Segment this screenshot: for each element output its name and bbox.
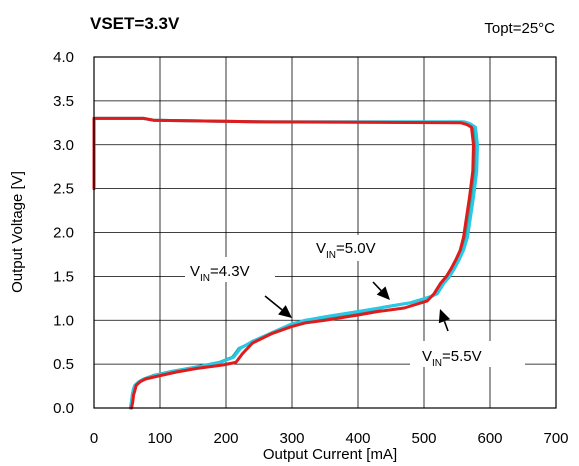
y-tick-label: 3.0: [53, 137, 74, 154]
y-tick-label: 1.0: [53, 312, 74, 329]
x-tick-label: 200: [213, 430, 238, 447]
x-tick-label: 600: [477, 430, 502, 447]
annotation-box: [308, 235, 408, 261]
series-group: [92, 116, 479, 410]
y-tick-label: 1.5: [53, 268, 74, 285]
annotation-arrow-head: [438, 309, 451, 324]
y-tick-label: 4.0: [53, 49, 74, 66]
annotation-label: VIN=5.0V: [316, 240, 376, 261]
annotation-label: VIN=5.5V: [422, 348, 482, 369]
x-tick-label: 500: [411, 430, 436, 447]
annotation-arrow-shaft: [264, 295, 283, 311]
y-tick-label: 0.0: [53, 400, 74, 417]
annotation-box: [410, 341, 525, 367]
annotation-box: [185, 257, 275, 282]
condition-label: Topt=25°C: [484, 20, 555, 37]
x-tick-labels: 0 100 200 300 400 500 600 700: [90, 430, 569, 447]
annotations: VIN=4.3V VIN=5.0V VIN=5.5V: [185, 235, 525, 369]
annotation-arrow-shaft: [372, 281, 382, 292]
y-tick-label: 3.5: [53, 93, 74, 110]
x-tick-label: 0: [90, 430, 98, 447]
y-tick-label: 2.0: [53, 225, 74, 242]
plot-frame: [93, 56, 557, 409]
annotation-arrow-head: [376, 286, 390, 300]
series-line-vin-5-5v: [92, 116, 475, 410]
y-axis-label: Output Voltage [V]: [9, 171, 26, 293]
x-tick-label: 300: [279, 430, 304, 447]
y-tick-labels: 0.0 0.5 1.0 1.5 2.0 2.5 3.0 3.5 4.0: [53, 49, 74, 417]
x-tick-label: 400: [345, 430, 370, 447]
x-tick-label: 700: [543, 430, 568, 447]
x-tick-label: 100: [147, 430, 172, 447]
annotation-arrow-head: [278, 305, 292, 318]
x-axis-label: Output Current [mA]: [263, 446, 397, 463]
annotation-arrow-shaft: [443, 320, 449, 332]
y-tick-label: 0.5: [53, 356, 74, 373]
y-tick-label: 2.5: [53, 181, 74, 198]
annotation-label: VIN=4.3V: [190, 263, 250, 284]
chart-title: VSET=3.3V: [90, 14, 180, 33]
